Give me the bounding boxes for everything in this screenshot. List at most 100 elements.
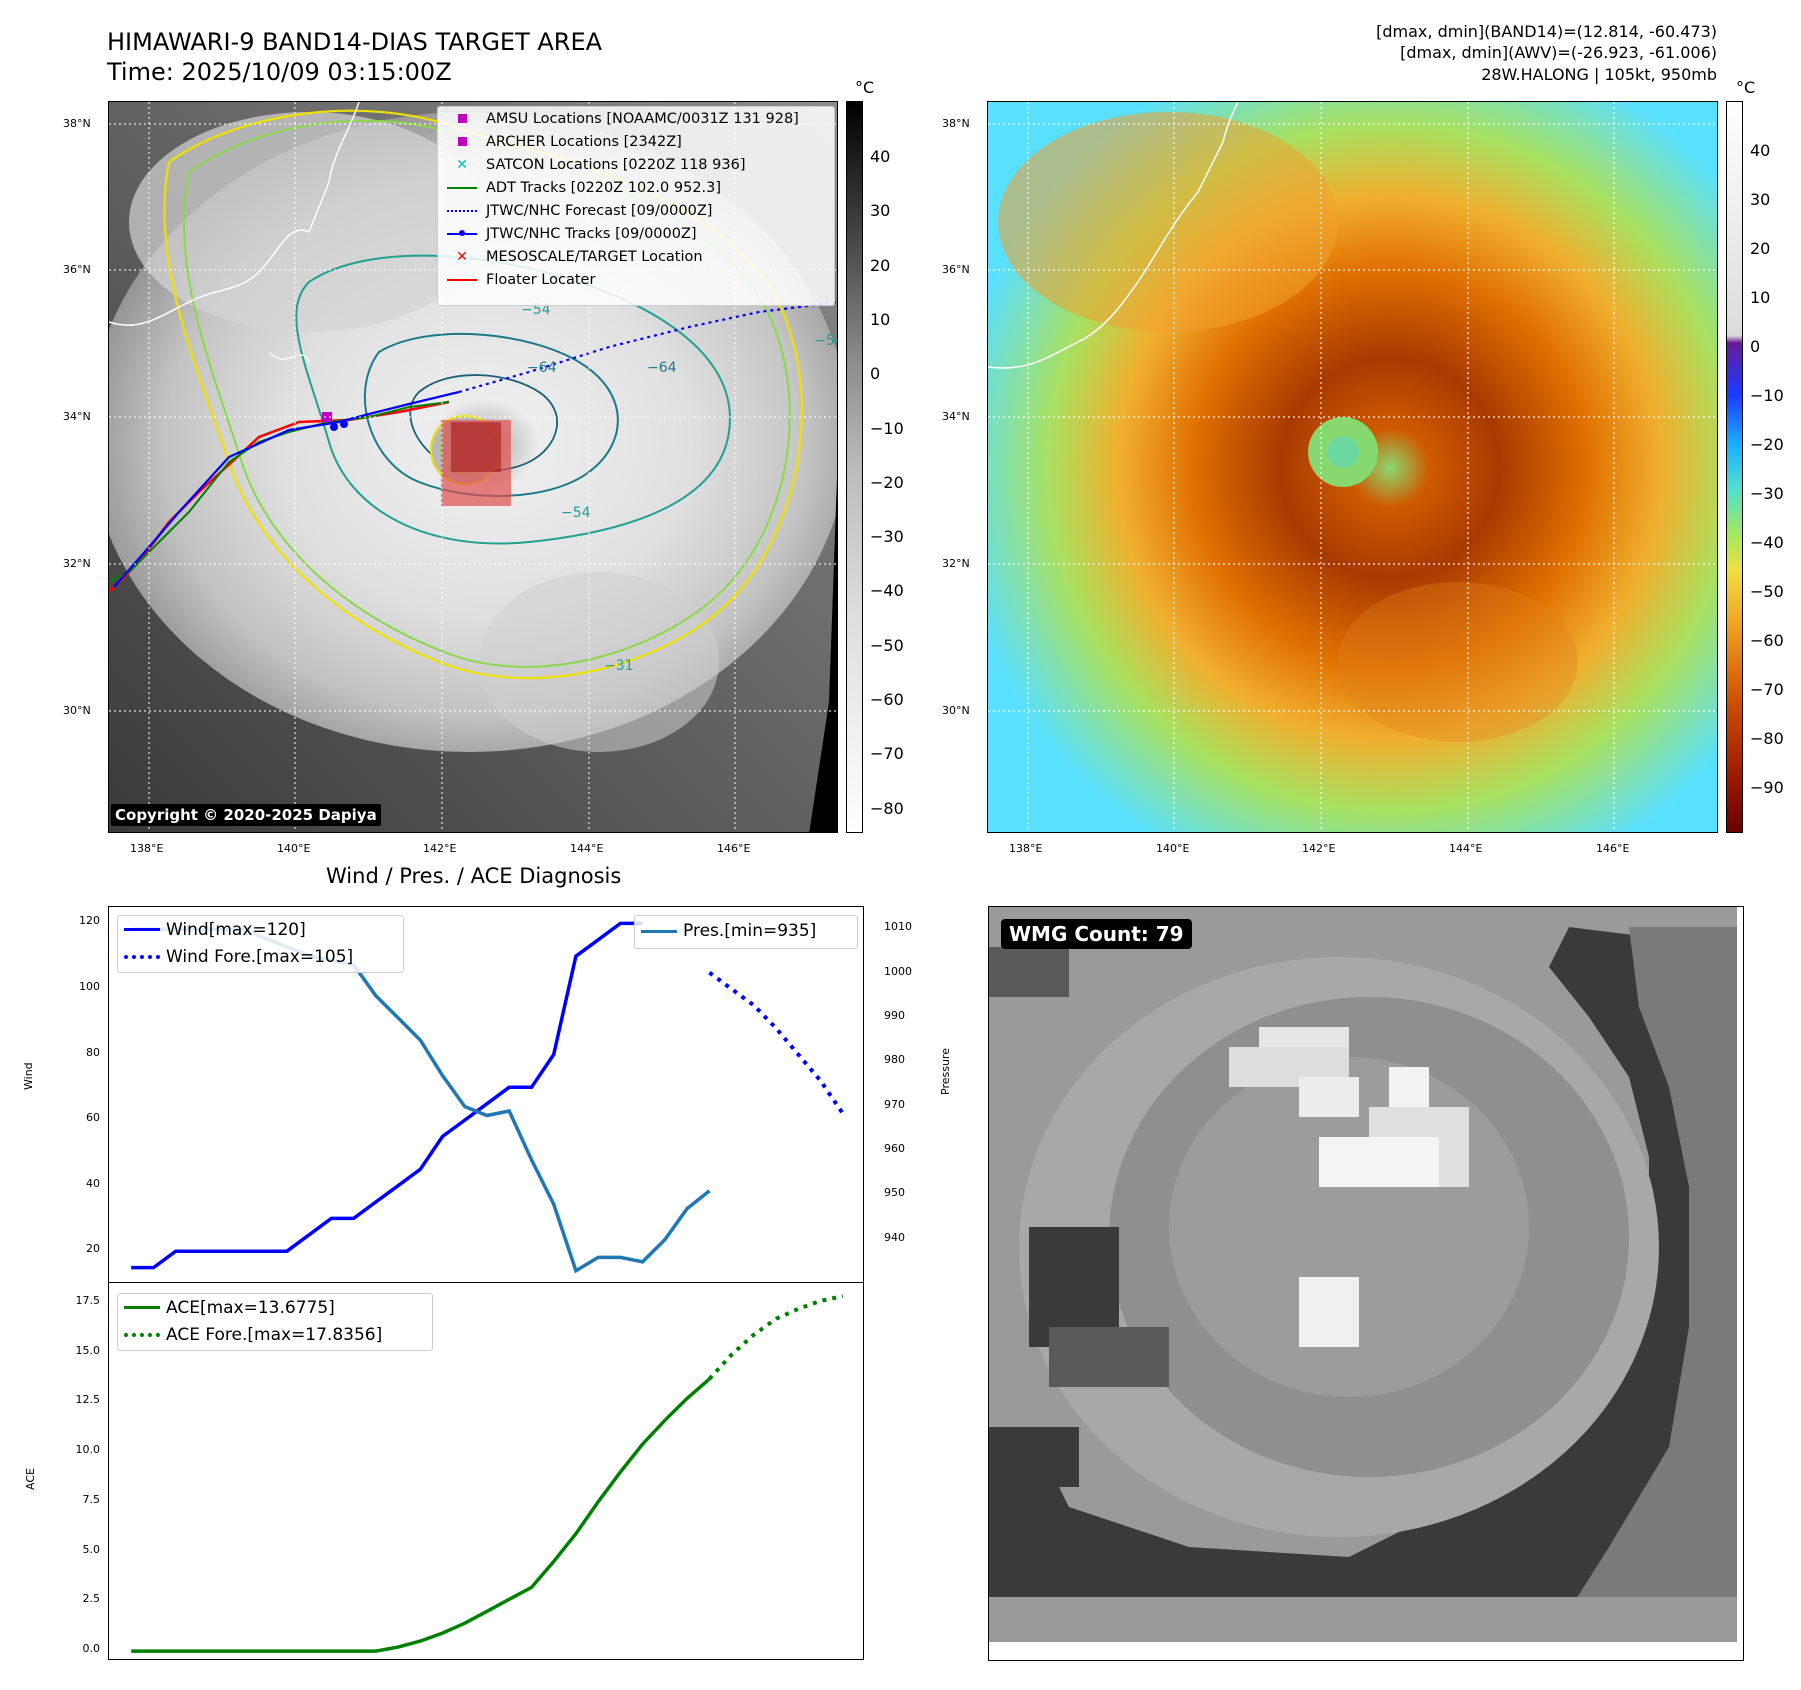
colorbar-tick-label: −50 [1750, 582, 1784, 601]
legend-label: AMSU Locations [NOAAMC/0031Z 131 928] [486, 110, 799, 127]
lon-label: 138°E [130, 842, 164, 855]
colorbar-tick-label: −60 [870, 690, 904, 709]
colorbar-tick-label: 30 [870, 201, 891, 221]
lat-label: 34°N [63, 410, 91, 423]
legend-item-satcon: ✕ SATCON Locations [0220Z 118 936] [438, 153, 834, 176]
legend-item-archer: ARCHER Locations [2342Z] [438, 130, 834, 153]
axis-tick-label: 40 [86, 1176, 100, 1190]
colorbar-tick-label: −30 [870, 527, 904, 547]
lat-label: 30°N [942, 704, 970, 717]
lat-label: 38°N [942, 117, 970, 130]
ir-colorbar [846, 101, 863, 833]
colorbar-tick-label: −90 [1750, 778, 1784, 797]
legend-label: Pres.[min=935] [683, 921, 817, 941]
lat-label: 36°N [63, 263, 91, 276]
line-icon [124, 1306, 160, 1309]
contour-label: −31 [604, 658, 634, 674]
colorbar-tick-label: 20 [870, 255, 891, 275]
axis-tick-label: 990 [884, 1008, 905, 1022]
info-storm: 28W.HALONG | 105kt, 950mb [1481, 65, 1717, 84]
axis-tick-label: 960 [884, 1141, 905, 1155]
series-line [708, 970, 845, 1115]
colorbar-tick-label: 20 [1750, 239, 1771, 258]
axis-tick-label: 15.0 [75, 1343, 101, 1357]
axis-tick-label: 12.5 [75, 1393, 101, 1407]
legend-item-target: ✕ MESOSCALE/TARGET Location [438, 245, 834, 268]
wmg-image [989, 907, 1737, 1642]
legend-item-ace: ACE[max=13.6775] [118, 1294, 432, 1321]
x-marker-icon: ✕ [456, 248, 468, 265]
wind-axis-label: Wind [22, 1062, 35, 1090]
axis-tick-label: 7.5 [82, 1492, 101, 1506]
colorbar-tick-label: −40 [870, 581, 904, 601]
colorbar-tick-label: −50 [870, 635, 904, 655]
lat-label: 32°N [942, 557, 970, 570]
color-map-image [988, 102, 1717, 832]
legend-label: JTWC/NHC Forecast [09/0000Z] [486, 202, 713, 219]
axis-tick-label: 10.0 [75, 1443, 101, 1457]
dotted-line-icon [124, 954, 160, 959]
contour-label: −64 [647, 360, 677, 376]
axis-tick-label: 1010 [884, 920, 912, 934]
lon-label: 140°E [1156, 842, 1190, 855]
series-line [131, 921, 643, 1270]
lon-label: 144°E [1449, 842, 1483, 855]
colorbar-tick-label: −80 [870, 798, 904, 818]
legend-label: ARCHER Locations [2342Z] [486, 133, 682, 150]
contour-label: −54 [521, 302, 551, 318]
ace-legend: ACE[max=13.6775] ACE Fore.[max=17.8356] [117, 1293, 433, 1351]
colorbar-tick-label: −70 [870, 744, 904, 764]
wmg-count-badge: WMG Count: 79 [1001, 919, 1192, 949]
lat-label: 34°N [942, 410, 970, 423]
axis-tick-label: 970 [884, 1097, 905, 1111]
legend-item-adt: ADT Tracks [0220Z 102.0 952.3] [438, 176, 834, 199]
colorbar-tick-label: 10 [870, 309, 891, 329]
legend-label: Floater Locater [486, 271, 596, 288]
lat-label: 36°N [942, 263, 970, 276]
lat-label: 38°N [63, 117, 91, 130]
ir-map-legend: AMSU Locations [NOAAMC/0031Z 131 928] AR… [437, 106, 835, 306]
ace-axis-label: ACE [24, 1468, 37, 1490]
line-icon [444, 278, 480, 281]
lon-label: 138°E [1009, 842, 1043, 855]
axis-tick-label: 940 [884, 1230, 905, 1244]
page-title: HIMAWARI-9 BAND14-DIAS TARGET AREA [107, 28, 603, 56]
axis-tick-label: 980 [884, 1053, 905, 1067]
colorbar-tick-label: 0 [870, 364, 881, 384]
legend-label: ADT Tracks [0220Z 102.0 952.3] [486, 179, 722, 196]
contour-label: −54 [814, 333, 838, 349]
legend-item-floater: Floater Locater [438, 268, 834, 291]
series-line [707, 1294, 844, 1381]
x-marker-icon: ✕ [456, 156, 468, 173]
lon-label: 142°E [1302, 842, 1336, 855]
axis-tick-label: 0.0 [82, 1642, 101, 1656]
legend-label: MESOSCALE/TARGET Location [486, 248, 703, 265]
dotted-line-icon [124, 1332, 160, 1337]
diag-title: Wind / Pres. / ACE Diagnosis [326, 864, 622, 888]
lat-label: 30°N [63, 704, 91, 717]
colorbar-tick-label: −20 [1750, 435, 1784, 454]
legend-label: SATCON Locations [0220Z 118 936] [486, 156, 746, 173]
series-line [131, 927, 711, 1274]
colorbar-tick-label: 40 [870, 147, 891, 166]
legend-item-wind: Wind[max=120] [118, 916, 403, 943]
ir-map-panel: −54 −54 −64 −64 −54 −31 AMSU Locations [… [108, 101, 838, 833]
square-marker-icon [444, 114, 480, 123]
lon-label: 140°E [277, 842, 311, 855]
legend-item-wind-fore: Wind Fore.[max=105] [118, 943, 403, 970]
info-awv: [dmax, dmin](AWV)=(-26.923, -61.006) [1400, 43, 1717, 62]
colorbar-tick-label: 40 [1750, 141, 1771, 160]
pres-axis-label: Pressure [939, 1048, 952, 1095]
axis-tick-label: 120 [79, 914, 100, 928]
ace-plot [131, 1294, 844, 1653]
wind-pres-chart: Wind[max=120] Wind Fore.[max=105] Pres.[… [108, 906, 864, 1283]
axis-tick-label: 17.5 [75, 1293, 101, 1307]
legend-item-ace-fore: ACE Fore.[max=17.8356] [118, 1321, 432, 1348]
info-band14: [dmax, dmin](BAND14)=(12.814, -60.473) [1376, 22, 1717, 41]
axis-tick-label: 80 [86, 1045, 100, 1059]
legend-item-forecast: JTWC/NHC Forecast [09/0000Z] [438, 199, 834, 222]
colorbar-tick-label: −40 [1750, 533, 1784, 552]
axis-tick-label: 950 [884, 1186, 905, 1200]
colorbar-tick-label: −60 [1750, 631, 1784, 650]
legend-label: Wind[max=120] [166, 919, 306, 940]
